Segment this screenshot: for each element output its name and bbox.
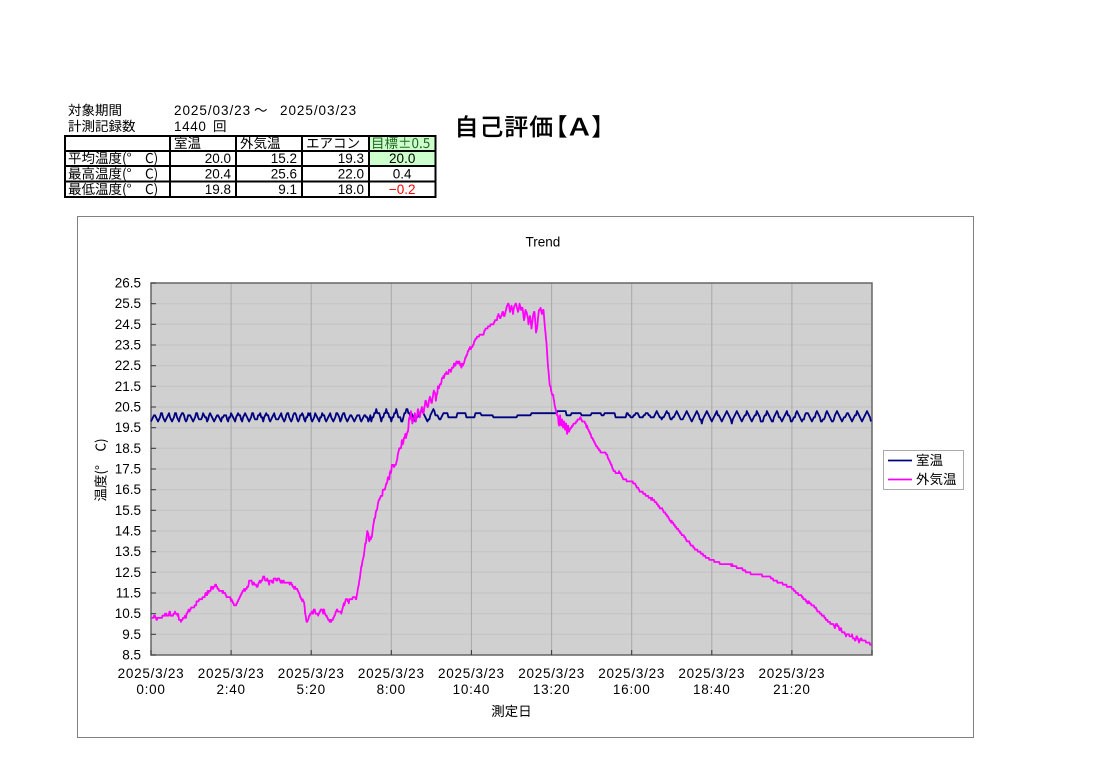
svg-text:19.5: 19.5 [115,420,141,435]
svg-text:15.5: 15.5 [115,503,141,518]
svg-text:10:40: 10:40 [453,682,491,697]
svg-text:0:00: 0:00 [136,682,165,697]
svg-text:2025/3/23: 2025/3/23 [358,666,425,681]
svg-text:16:00: 16:00 [613,682,651,697]
svg-text:17.5: 17.5 [115,462,141,477]
svg-text:2025/3/23: 2025/3/23 [678,666,745,681]
svg-text:15.2: 15.2 [271,151,297,166]
svg-text:2025/3/23: 2025/3/23 [598,666,665,681]
svg-text:22.5: 22.5 [115,358,141,373]
svg-text:2025/3/23: 2025/3/23 [758,666,825,681]
svg-text:5:20: 5:20 [297,682,326,697]
svg-text:2025/3/23: 2025/3/23 [118,666,185,681]
svg-text:1440: 1440 [174,119,206,134]
svg-text:Trend: Trend [526,235,561,250]
svg-text:8.5: 8.5 [122,648,141,663]
svg-text:9.1: 9.1 [278,182,297,197]
svg-text:21.5: 21.5 [115,379,141,394]
svg-text:13:20: 13:20 [533,682,571,697]
svg-text:23.5: 23.5 [115,338,141,353]
svg-text:19.8: 19.8 [205,182,231,197]
svg-text:22.0: 22.0 [338,167,364,182]
svg-text:0.4: 0.4 [393,167,412,182]
svg-text:14.5: 14.5 [115,524,141,539]
svg-text:−0.2: −0.2 [389,182,416,197]
svg-text:20.4: 20.4 [205,167,232,182]
svg-text:20.5: 20.5 [115,400,141,415]
svg-text:18.5: 18.5 [115,441,141,456]
svg-text:20.0: 20.0 [389,151,415,166]
svg-text:2025/03/23: 2025/03/23 [280,103,357,118]
svg-text:2025/3/23: 2025/3/23 [198,666,265,681]
svg-text:9.5: 9.5 [122,627,141,642]
svg-text:2025/3/23: 2025/3/23 [518,666,585,681]
svg-text:24.5: 24.5 [115,317,141,332]
svg-text:2025/3/23: 2025/3/23 [438,666,505,681]
svg-text:25.6: 25.6 [271,167,297,182]
svg-text:18.0: 18.0 [338,182,364,197]
svg-text:11.5: 11.5 [116,586,141,601]
svg-text:12.5: 12.5 [115,565,141,580]
svg-text:18:40: 18:40 [693,682,731,697]
svg-text:2025/3/23: 2025/3/23 [278,666,345,681]
svg-text:8:00: 8:00 [377,682,406,697]
svg-text:16.5: 16.5 [115,482,141,497]
svg-text:20.0: 20.0 [205,151,231,166]
svg-text:13.5: 13.5 [115,544,141,559]
svg-text:26.5: 26.5 [115,276,141,291]
svg-text:19.3: 19.3 [338,151,364,166]
svg-text:21:20: 21:20 [773,682,811,697]
svg-text:10.5: 10.5 [115,606,141,621]
svg-text:2025/03/23: 2025/03/23 [174,103,251,118]
svg-text:2:40: 2:40 [216,682,245,697]
svg-text:25.5: 25.5 [115,296,141,311]
